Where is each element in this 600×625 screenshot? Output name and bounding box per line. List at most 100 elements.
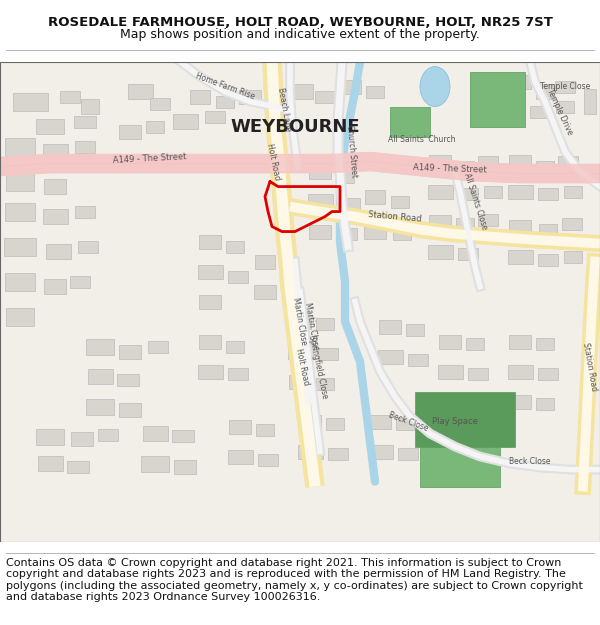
Bar bbox=[458, 248, 478, 259]
Bar bbox=[326, 418, 344, 429]
Bar bbox=[5, 202, 35, 221]
Bar bbox=[287, 344, 313, 359]
Bar bbox=[398, 448, 418, 459]
Bar bbox=[13, 92, 47, 111]
Bar bbox=[339, 228, 357, 239]
Bar bbox=[256, 424, 274, 436]
Bar bbox=[366, 86, 384, 98]
Bar bbox=[289, 374, 311, 389]
Bar bbox=[509, 154, 531, 169]
Bar bbox=[437, 439, 463, 454]
Bar bbox=[439, 409, 461, 424]
Bar bbox=[466, 414, 484, 426]
Text: Beck Close: Beck Close bbox=[509, 457, 551, 466]
Bar bbox=[74, 116, 96, 128]
Bar bbox=[318, 348, 338, 359]
Bar bbox=[172, 429, 194, 441]
Text: All Saints' Church: All Saints' Church bbox=[388, 135, 456, 144]
Bar bbox=[37, 456, 62, 471]
Bar bbox=[369, 414, 391, 429]
Bar bbox=[190, 89, 210, 104]
Bar bbox=[556, 101, 574, 112]
Text: Beck Close: Beck Close bbox=[387, 410, 429, 433]
Text: Station Road: Station Road bbox=[581, 342, 599, 391]
Text: Home Farm Rise: Home Farm Rise bbox=[194, 72, 256, 101]
Bar bbox=[239, 89, 261, 104]
Bar bbox=[316, 318, 334, 329]
Text: Map shows position and indicative extent of the property.: Map shows position and indicative extent… bbox=[120, 28, 480, 41]
Text: Springfield Close: Springfield Close bbox=[307, 334, 329, 399]
Bar bbox=[226, 341, 244, 352]
Text: ROSEDALE FARMHOUSE, HOLT ROAD, WEYBOURNE, HOLT, NR25 7ST: ROSEDALE FARMHOUSE, HOLT ROAD, WEYBOURNE… bbox=[47, 16, 553, 29]
Bar bbox=[309, 164, 331, 179]
Bar bbox=[509, 334, 531, 349]
Bar bbox=[119, 402, 141, 416]
Bar bbox=[558, 156, 578, 168]
Bar bbox=[98, 429, 118, 441]
Bar bbox=[308, 194, 332, 209]
Bar bbox=[254, 284, 276, 299]
Bar bbox=[536, 338, 554, 349]
Bar bbox=[228, 368, 248, 379]
Bar bbox=[148, 341, 168, 352]
Bar bbox=[4, 238, 36, 256]
Bar bbox=[146, 121, 164, 132]
Bar bbox=[255, 254, 275, 269]
Bar bbox=[174, 459, 196, 474]
Bar bbox=[266, 96, 284, 108]
Bar bbox=[119, 344, 141, 359]
Bar bbox=[44, 179, 66, 194]
Bar bbox=[478, 156, 498, 168]
Text: A149 - The Street: A149 - The Street bbox=[413, 162, 487, 174]
Bar bbox=[86, 399, 114, 414]
Bar bbox=[508, 249, 533, 264]
Bar bbox=[287, 84, 313, 99]
Bar bbox=[128, 84, 152, 99]
Bar bbox=[258, 454, 278, 466]
Text: Church Street: Church Street bbox=[345, 125, 359, 178]
Bar bbox=[309, 224, 331, 239]
Bar bbox=[429, 154, 451, 169]
Bar bbox=[43, 209, 67, 224]
Bar bbox=[379, 319, 401, 334]
Bar bbox=[439, 334, 461, 349]
Bar bbox=[71, 431, 93, 446]
Bar bbox=[509, 394, 531, 409]
Bar bbox=[197, 364, 223, 379]
Bar bbox=[509, 219, 531, 234]
Bar bbox=[408, 354, 428, 366]
Bar bbox=[406, 324, 424, 336]
Bar bbox=[281, 261, 299, 272]
Bar bbox=[339, 79, 361, 94]
Bar bbox=[78, 241, 98, 252]
Bar bbox=[150, 98, 170, 109]
Bar bbox=[497, 99, 523, 114]
Bar bbox=[458, 188, 478, 199]
Bar bbox=[205, 111, 225, 123]
Bar bbox=[377, 349, 403, 364]
Bar bbox=[229, 419, 251, 434]
Text: Martin Close: Martin Close bbox=[304, 302, 320, 351]
Bar bbox=[538, 188, 558, 199]
Bar bbox=[584, 89, 596, 114]
Bar bbox=[67, 461, 89, 472]
Bar bbox=[36, 119, 64, 134]
Bar bbox=[429, 214, 451, 229]
Bar bbox=[43, 144, 67, 159]
Bar bbox=[456, 161, 474, 172]
Bar bbox=[555, 81, 575, 92]
Bar bbox=[367, 444, 392, 459]
Bar bbox=[315, 91, 335, 103]
Bar bbox=[328, 448, 348, 459]
Bar bbox=[427, 244, 452, 259]
Bar bbox=[70, 276, 90, 288]
Bar bbox=[86, 339, 114, 354]
Bar bbox=[226, 241, 244, 252]
Bar bbox=[468, 444, 488, 456]
Bar bbox=[5, 138, 35, 156]
Bar bbox=[396, 418, 414, 429]
Bar bbox=[415, 391, 515, 446]
Bar bbox=[536, 84, 554, 99]
Text: Temple Drive: Temple Drive bbox=[545, 87, 575, 136]
Bar bbox=[336, 171, 354, 182]
